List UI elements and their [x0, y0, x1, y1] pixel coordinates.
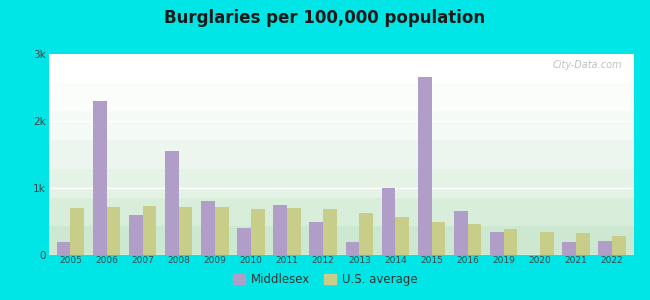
Bar	[576, 233, 590, 255]
Bar	[215, 207, 229, 255]
Bar	[562, 242, 576, 255]
Bar	[129, 215, 142, 255]
Bar	[49, 198, 634, 226]
Bar	[49, 226, 634, 255]
Legend: Middlesex, U.S. average: Middlesex, U.S. average	[228, 269, 422, 291]
Bar	[346, 242, 359, 255]
Bar	[599, 241, 612, 255]
Text: Burglaries per 100,000 population: Burglaries per 100,000 population	[164, 9, 486, 27]
Bar	[612, 236, 626, 255]
Bar	[467, 224, 482, 255]
Bar	[251, 209, 265, 255]
Bar	[418, 77, 432, 255]
Bar	[540, 232, 554, 255]
Bar	[454, 212, 467, 255]
Bar	[179, 207, 192, 255]
Bar	[49, 54, 634, 83]
Bar	[93, 101, 107, 255]
Bar	[237, 228, 251, 255]
Bar	[142, 206, 157, 255]
Bar	[287, 208, 301, 255]
Bar	[432, 222, 445, 255]
Bar	[49, 111, 634, 140]
Bar	[57, 242, 70, 255]
Bar	[49, 140, 634, 169]
Bar	[490, 232, 504, 255]
Bar	[49, 169, 634, 198]
Bar	[504, 229, 517, 255]
Bar	[309, 221, 323, 255]
Bar	[382, 188, 395, 255]
Bar	[395, 217, 409, 255]
Bar	[49, 83, 634, 111]
Bar	[165, 151, 179, 255]
Bar	[70, 208, 84, 255]
Bar	[201, 201, 215, 255]
Bar	[323, 209, 337, 255]
Text: City-Data.com: City-Data.com	[552, 60, 622, 70]
Bar	[359, 214, 373, 255]
Bar	[274, 205, 287, 255]
Bar	[107, 207, 120, 255]
